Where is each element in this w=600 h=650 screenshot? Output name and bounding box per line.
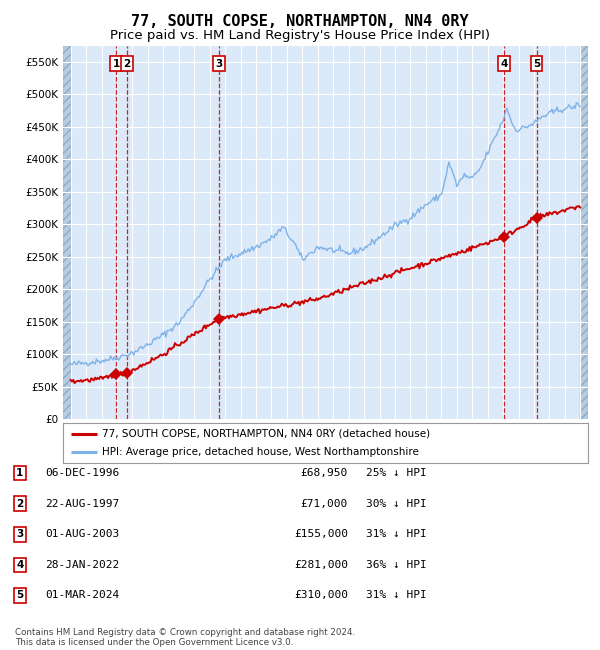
Text: 31% ↓ HPI: 31% ↓ HPI — [366, 590, 427, 601]
Text: 3: 3 — [16, 529, 23, 539]
Text: 1: 1 — [16, 468, 23, 478]
Text: 4: 4 — [16, 560, 23, 570]
Text: 2: 2 — [16, 499, 23, 509]
Text: Contains HM Land Registry data © Crown copyright and database right 2024.
This d: Contains HM Land Registry data © Crown c… — [15, 628, 355, 647]
Text: 1: 1 — [112, 58, 119, 69]
Text: 01-MAR-2024: 01-MAR-2024 — [45, 590, 119, 601]
Text: £71,000: £71,000 — [301, 499, 348, 509]
Text: 5: 5 — [16, 590, 23, 601]
Text: 28-JAN-2022: 28-JAN-2022 — [45, 560, 119, 570]
Text: 25% ↓ HPI: 25% ↓ HPI — [366, 468, 427, 478]
Text: HPI: Average price, detached house, West Northamptonshire: HPI: Average price, detached house, West… — [103, 447, 419, 458]
Text: 31% ↓ HPI: 31% ↓ HPI — [366, 529, 427, 539]
Text: 22-AUG-1997: 22-AUG-1997 — [45, 499, 119, 509]
Text: £281,000: £281,000 — [294, 560, 348, 570]
Text: 01-AUG-2003: 01-AUG-2003 — [45, 529, 119, 539]
Text: 3: 3 — [215, 58, 222, 69]
Text: 77, SOUTH COPSE, NORTHAMPTON, NN4 0RY: 77, SOUTH COPSE, NORTHAMPTON, NN4 0RY — [131, 14, 469, 29]
Text: 5: 5 — [533, 58, 540, 69]
Text: 77, SOUTH COPSE, NORTHAMPTON, NN4 0RY (detached house): 77, SOUTH COPSE, NORTHAMPTON, NN4 0RY (d… — [103, 429, 431, 439]
Text: £155,000: £155,000 — [294, 529, 348, 539]
Text: £68,950: £68,950 — [301, 468, 348, 478]
Text: 06-DEC-1996: 06-DEC-1996 — [45, 468, 119, 478]
Text: 30% ↓ HPI: 30% ↓ HPI — [366, 499, 427, 509]
Text: 36% ↓ HPI: 36% ↓ HPI — [366, 560, 427, 570]
Text: 2: 2 — [124, 58, 131, 69]
Text: Price paid vs. HM Land Registry's House Price Index (HPI): Price paid vs. HM Land Registry's House … — [110, 29, 490, 42]
Text: 4: 4 — [500, 58, 508, 69]
Text: £310,000: £310,000 — [294, 590, 348, 601]
